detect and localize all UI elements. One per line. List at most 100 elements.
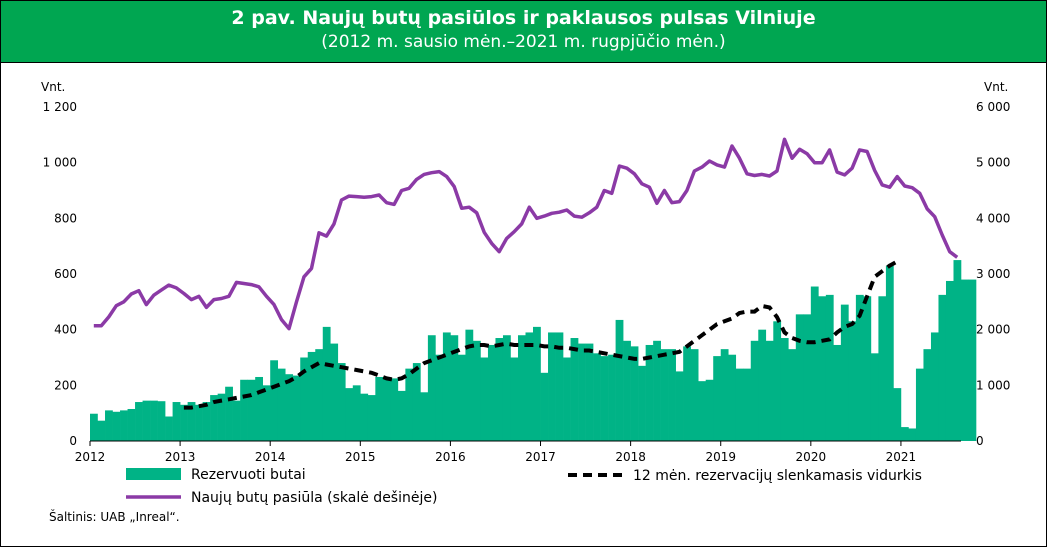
bar (127, 408, 136, 441)
chart-subtitle: (2012 m. sausio mėn.–2021 m. rugpjūčio m… (321, 32, 726, 52)
bar (390, 378, 399, 441)
bar (420, 392, 429, 441)
bar (412, 363, 421, 441)
bar (885, 265, 894, 441)
x-tick-label: 2018 (615, 450, 646, 464)
bar (698, 381, 707, 441)
bar (165, 416, 173, 441)
x-tick-label: 2013 (165, 450, 196, 464)
bar (743, 368, 752, 441)
bar (810, 286, 819, 441)
bar (517, 335, 526, 441)
bar (555, 332, 564, 441)
bar (593, 353, 601, 441)
bar (502, 335, 511, 441)
bar (405, 368, 414, 441)
bar (660, 349, 669, 441)
bar (330, 343, 339, 441)
bar (788, 349, 797, 441)
bar (585, 343, 594, 441)
y-right-unit: Vnt. (984, 80, 1008, 94)
bar (615, 319, 624, 441)
bar (780, 338, 789, 441)
bar (270, 360, 279, 441)
bar (255, 376, 263, 441)
bar (210, 395, 218, 441)
bar (773, 321, 782, 441)
bar (187, 402, 196, 441)
bar (135, 402, 143, 441)
bar (870, 353, 879, 441)
bar (195, 404, 203, 441)
bar (945, 280, 954, 441)
bar (225, 386, 233, 441)
x-tick-label: 2021 (886, 450, 917, 464)
bar (157, 401, 166, 441)
bar (345, 388, 354, 441)
x-tick-label: 2019 (705, 450, 736, 464)
bar (510, 357, 519, 441)
bar (472, 340, 481, 441)
bar (953, 260, 962, 441)
y-right-tick: 2 000 (976, 323, 1010, 337)
bar (803, 314, 812, 441)
y-left-tick: 800 (54, 211, 77, 225)
bar (112, 411, 121, 441)
chart-title: 2 pav. Naujų butų pasiūlos ir paklausos … (231, 7, 816, 29)
y-left-tick: 400 (54, 323, 77, 337)
bar (525, 332, 534, 441)
bar (690, 349, 699, 441)
bar (638, 365, 646, 441)
bar (487, 344, 496, 441)
bar (427, 335, 436, 441)
y-left-tick: 1 200 (43, 100, 77, 114)
bar (240, 379, 248, 441)
bar (961, 279, 969, 441)
bar (277, 368, 286, 441)
bar (360, 393, 369, 441)
legend-bars-swatch (126, 468, 181, 480)
bar (457, 354, 466, 441)
x-tick-label: 2017 (525, 450, 556, 464)
bar (150, 400, 158, 441)
bar (893, 388, 902, 441)
bar (435, 354, 444, 441)
bar (442, 332, 451, 441)
bar (735, 368, 744, 441)
y-left-tick: 200 (54, 378, 77, 392)
bar (705, 379, 714, 441)
y-right-tick: 5 000 (976, 156, 1010, 170)
bar (300, 357, 309, 441)
bar (217, 393, 226, 441)
bar (142, 400, 151, 441)
offer-line (93, 137, 959, 331)
bar (930, 332, 939, 441)
bar (90, 413, 98, 441)
bar (352, 385, 361, 441)
bar (563, 357, 571, 441)
x-tick-label: 2020 (796, 450, 827, 464)
bar (968, 279, 977, 441)
y-right-tick: 0 (976, 434, 984, 448)
bar (450, 335, 459, 441)
bar (938, 294, 947, 441)
x-tick-label: 2016 (435, 450, 466, 464)
bar (97, 420, 106, 441)
bar (465, 329, 474, 441)
bar (758, 329, 767, 441)
y-left-unit: Vnt. (41, 80, 65, 94)
bar (840, 304, 849, 441)
bar (315, 349, 324, 441)
bar (367, 395, 376, 441)
bar (923, 349, 932, 441)
bar (675, 371, 684, 441)
bar (262, 385, 271, 441)
y-left-tick: 1 000 (43, 156, 77, 170)
bar (848, 321, 857, 441)
bar (720, 349, 729, 441)
bar (645, 344, 654, 441)
y-right-tick: 6 000 (976, 100, 1010, 114)
bar (863, 296, 872, 441)
bar (202, 402, 211, 441)
